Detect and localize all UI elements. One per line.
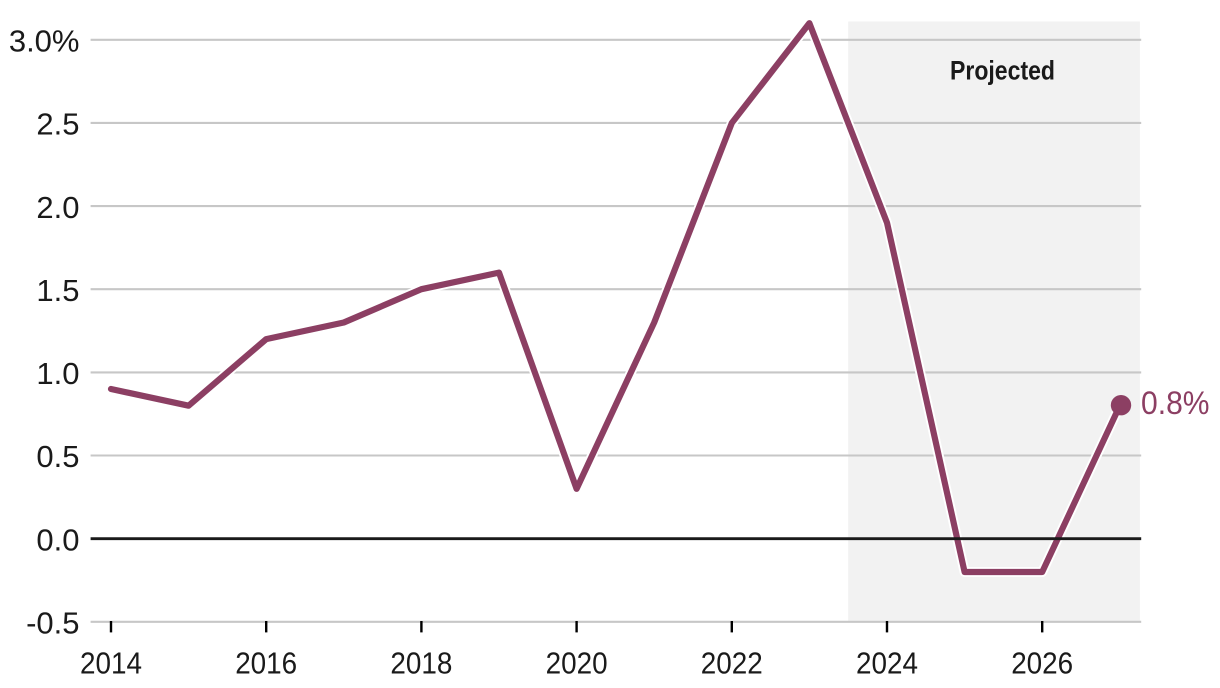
svg-text:2026: 2026 [1011,646,1073,681]
svg-text:3.0%: 3.0% [9,24,80,59]
svg-text:1.5: 1.5 [36,273,79,308]
svg-text:0.8%: 0.8% [1141,385,1210,421]
svg-text:Projected: Projected [950,56,1055,86]
svg-text:2016: 2016 [235,646,297,681]
svg-text:0.5: 0.5 [36,439,79,474]
svg-text:2024: 2024 [856,646,918,681]
svg-text:2014: 2014 [80,646,142,681]
svg-text:2.0: 2.0 [36,190,79,225]
svg-text:2022: 2022 [701,646,763,681]
svg-text:2020: 2020 [546,646,608,681]
svg-text:2018: 2018 [390,646,452,681]
svg-text:2.5: 2.5 [36,107,79,142]
svg-text:0.0: 0.0 [36,522,79,557]
svg-text:-0.5: -0.5 [26,606,79,641]
svg-text:1.0: 1.0 [36,356,79,391]
